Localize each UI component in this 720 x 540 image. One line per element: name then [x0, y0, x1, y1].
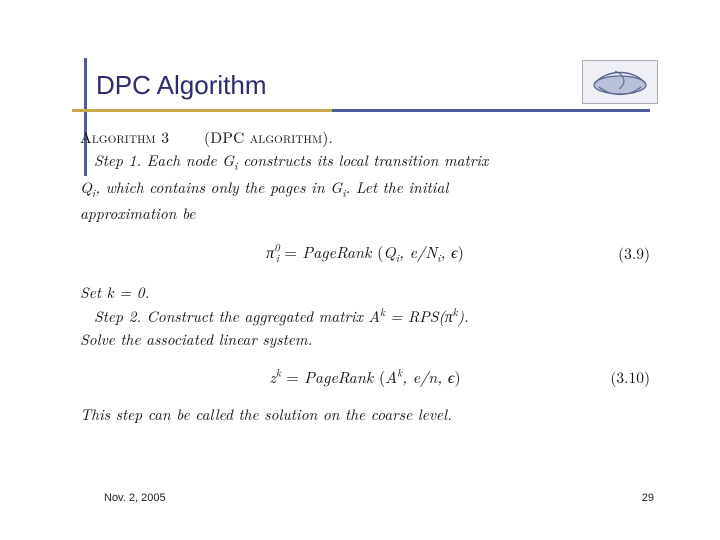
step1-text-b: constructs its local transition matrix [238, 150, 489, 171]
footer-date: Nov. 2, 2005 [104, 492, 166, 504]
footer-page-number: 29 [642, 492, 654, 504]
step2-text-a: Step 2. Construct the aggregated matrix … [94, 306, 380, 327]
eq2-fn: PageRank [304, 365, 379, 388]
step2-text-c: ). [458, 306, 469, 327]
step2-line1: Step 2. Construct the aggregated matrix … [80, 305, 650, 328]
eq1-fn: PageRank [302, 240, 377, 263]
eq2-close: ) [454, 365, 460, 388]
eq1-close: ) [458, 240, 464, 263]
set-k-line: Set k = 0. [80, 281, 650, 304]
eq1-equals: = [279, 240, 302, 263]
step1-text-e: . Let the initial [346, 177, 449, 198]
step1-text-c: Q [80, 177, 92, 198]
step1-line1: Step 1. Each node Gi constructs its loca… [80, 149, 650, 176]
eq2-number: (3.10) [610, 366, 650, 389]
swirl-logo-icon [582, 60, 658, 104]
eq1-Q: Q [383, 240, 395, 263]
step1-line2: Qi, which contains only the pages in Gi.… [80, 176, 650, 203]
equation-3-10: zk = PageRank (Ak, e/n, ϵ) (3.10) [80, 365, 650, 389]
algorithm-heading: Algorithm 3 (DPC algorithm). [80, 126, 650, 149]
eq2-A: A [385, 365, 397, 388]
eq1-sep1: , e/N [399, 240, 437, 263]
eq1-expr: π0i = PageRank (Qi, e/Ni, ϵ) [266, 240, 464, 268]
title-underline-gold [72, 109, 332, 112]
eq2-equals: = [281, 365, 304, 388]
step1-line3: approximation be [80, 202, 650, 225]
step1-text-d: , which contains only the pages in G [95, 177, 342, 198]
title-underline-blue [332, 109, 650, 112]
eq1-eps: , ϵ [441, 240, 458, 263]
slide-title: DPC Algorithm [96, 70, 267, 101]
slide: DPC Algorithm Algorithm 3 (DPC algorithm… [0, 0, 720, 540]
step1-text-a: Step 1. Each node G [94, 150, 234, 171]
eq2-expr: zk = PageRank (Ak, e/n, ϵ) [269, 365, 460, 389]
algorithm-body: Algorithm 3 (DPC algorithm). Step 1. Eac… [80, 126, 650, 427]
algorithm-name: (DPC algorithm). [204, 127, 333, 148]
step2-line2: Solve the associated linear system. [80, 328, 650, 351]
step1-text-f: approximation be [80, 203, 196, 224]
eq2-rest: , e/n, ϵ [402, 365, 454, 388]
closing-line: This step can be called the solution on … [80, 403, 650, 426]
equation-3-9: π0i = PageRank (Qi, e/Ni, ϵ) (3.9) [80, 240, 650, 268]
eq1-pi: π [266, 240, 274, 263]
algorithm-label: Algorithm 3 [80, 127, 169, 148]
eq1-number: (3.9) [618, 242, 650, 265]
step2-text-b: = RPS(π [385, 306, 453, 327]
